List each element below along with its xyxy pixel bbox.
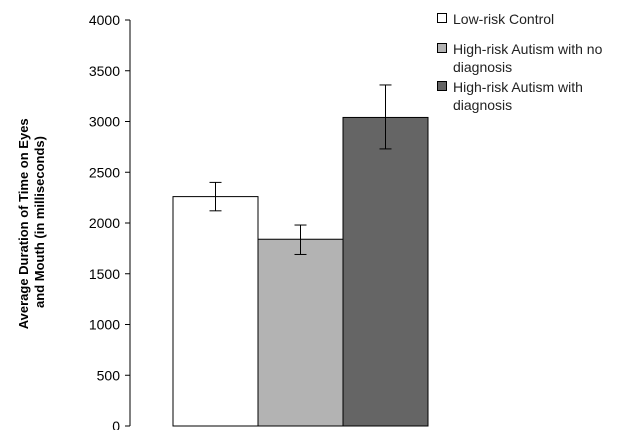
y-tick-label: 4000 xyxy=(89,12,120,28)
legend: Low-risk Control High-risk Autism with n… xyxy=(437,10,637,126)
bar-2 xyxy=(342,116,429,427)
bar-0 xyxy=(172,196,259,427)
y-tick-label: 0 xyxy=(112,418,120,430)
legend-label-high-risk-with-diagnosis: High-risk Autism with diagnosis xyxy=(453,79,583,113)
y-tick-label: 3000 xyxy=(89,114,120,130)
y-axis: 0 500 1000 1500 2000 2500 3000 3500 4000 xyxy=(89,12,131,430)
y-tick-label: 2000 xyxy=(89,215,120,231)
y-tick-label: 1000 xyxy=(89,317,120,333)
y-axis-label-line-2: and Mouth (in milliseconds) xyxy=(32,136,47,308)
y-tick-label: 500 xyxy=(97,367,121,383)
error-bars-group xyxy=(209,84,392,255)
y-tick-label: 3500 xyxy=(89,63,120,79)
legend-label-low-risk-control: Low-risk Control xyxy=(453,11,555,27)
y-axis-label: Average Duration of Time on Eyes and Mou… xyxy=(16,115,47,330)
legend-item-low-risk-control: Low-risk Control xyxy=(437,10,637,28)
y-tick-label: 1500 xyxy=(89,266,120,282)
legend-swatch-high-risk-with-diagnosis xyxy=(437,81,447,91)
legend-swatch-low-risk-control xyxy=(437,13,447,23)
bar-1 xyxy=(257,238,344,427)
bars-group xyxy=(172,116,429,427)
legend-label-high-risk-no-diagnosis: High-risk Autism with no diagnosis xyxy=(453,41,603,75)
y-tick-label: 2500 xyxy=(89,164,120,180)
legend-item-high-risk-with-diagnosis: High-risk Autism with diagnosis xyxy=(437,78,637,114)
legend-swatch-high-risk-no-diagnosis xyxy=(437,43,447,53)
y-axis-label-line-1: Average Duration of Time on Eyes xyxy=(16,118,31,329)
legend-item-high-risk-no-diagnosis: High-risk Autism with no diagnosis xyxy=(437,40,637,76)
